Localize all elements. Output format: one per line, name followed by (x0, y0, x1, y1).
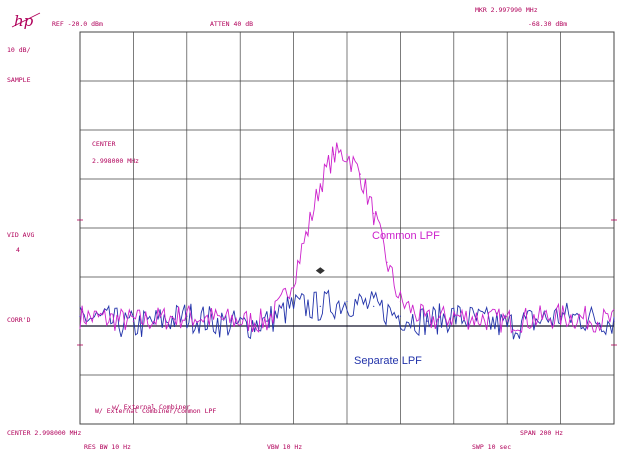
label-separate-lpf: Separate LPF (354, 355, 422, 367)
separate-lpf-point (373, 305, 375, 307)
logo-stroke (11, 12, 41, 28)
separate-lpf-point (79, 315, 81, 317)
common-lpf-point (293, 276, 295, 278)
common-lpf-point (239, 320, 241, 322)
common-lpf-point (506, 320, 508, 322)
common-lpf-point (346, 153, 348, 156)
separate-lpf-point (346, 300, 348, 303)
marker-level: -68.30 dBm (528, 20, 567, 28)
video-average-label: VID AVG (7, 231, 34, 239)
footer-video-bandwidth: VBW 10 Hz (267, 443, 302, 451)
footer-center-frequency: CENTER 2.998000 MHz (7, 429, 81, 437)
separate-lpf-point (293, 305, 295, 307)
separate-lpf-point (186, 315, 188, 317)
graticule-grid (80, 32, 614, 424)
note-external-combiner: w/ External Combiner (112, 403, 190, 411)
separate-lpf-point (426, 320, 428, 322)
common-lpf-point (319, 183, 321, 185)
marker-symbol (315, 267, 325, 275)
footer-resolution-bandwidth: RES BW 10 Hz (84, 443, 131, 451)
separate-lpf-point (399, 315, 401, 317)
separate-lpf-point (266, 320, 268, 322)
video-average-value: 4 (16, 246, 20, 254)
label-common-lpf: Common LPF (372, 230, 440, 242)
separate-lpf-point (453, 315, 455, 317)
common-lpf-point (132, 320, 134, 322)
common-lpf-point (359, 173, 361, 175)
separate-lpf-point (506, 325, 508, 327)
common-lpf-point (386, 261, 388, 263)
trace-separate-lpf (79, 289, 615, 340)
common-lpf-point (373, 212, 375, 214)
separate-lpf-point (239, 325, 241, 327)
marker-diamond (315, 267, 325, 275)
scale-per-division: 10 dB/ (7, 46, 31, 54)
footer-sweep-time: SWP 10 sec (472, 443, 511, 451)
center-label: CENTER (92, 140, 116, 148)
reference-level: REF -20.0 dBm (52, 20, 103, 28)
common-lpf-point (306, 232, 308, 234)
note-common-lpf: W/ External Combiner/Common LPF (95, 407, 216, 415)
separate-lpf-point (319, 305, 321, 307)
separate-lpf-point (613, 320, 615, 322)
trace-common-lpf (79, 142, 615, 334)
footer-span: SPAN 200 Hz (520, 429, 563, 437)
edge-tick-marks (77, 219, 617, 346)
detector-mode: SAMPLE (7, 76, 31, 84)
separate-lpf-point (132, 325, 134, 327)
separate-lpf-point (560, 315, 562, 317)
center-value: 2.998000 MHz (92, 157, 139, 165)
common-lpf-point (399, 300, 401, 303)
attenuation: ATTEN 40 dB (210, 20, 253, 28)
common-lpf-point (333, 153, 335, 156)
marker-frequency: MKR 2.997990 MHz (475, 6, 538, 14)
common-lpf-point (279, 305, 281, 307)
corrected-indicator: CORR'D (7, 316, 31, 324)
